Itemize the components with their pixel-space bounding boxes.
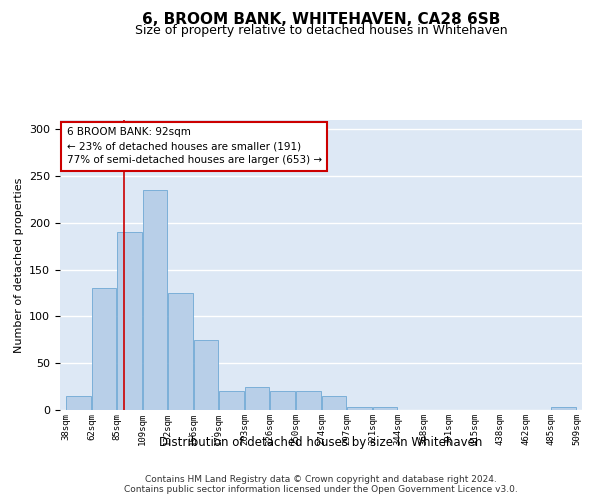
Text: Distribution of detached houses by size in Whitehaven: Distribution of detached houses by size … bbox=[160, 436, 482, 449]
Bar bbox=[219, 392, 244, 410]
Y-axis label: Number of detached properties: Number of detached properties bbox=[14, 178, 23, 352]
Bar bbox=[194, 340, 218, 410]
Bar bbox=[143, 190, 167, 410]
Bar bbox=[322, 396, 346, 410]
Bar bbox=[245, 386, 269, 410]
Bar bbox=[347, 407, 372, 410]
Bar bbox=[66, 396, 91, 410]
Bar bbox=[296, 392, 321, 410]
Bar bbox=[551, 407, 576, 410]
Bar bbox=[92, 288, 116, 410]
Text: Contains HM Land Registry data © Crown copyright and database right 2024.: Contains HM Land Registry data © Crown c… bbox=[145, 476, 497, 484]
Bar bbox=[168, 293, 193, 410]
Text: 6 BROOM BANK: 92sqm
← 23% of detached houses are smaller (191)
77% of semi-detac: 6 BROOM BANK: 92sqm ← 23% of detached ho… bbox=[67, 128, 322, 166]
Bar bbox=[270, 392, 295, 410]
Text: Contains public sector information licensed under the Open Government Licence v3: Contains public sector information licen… bbox=[124, 484, 518, 494]
Text: 6, BROOM BANK, WHITEHAVEN, CA28 6SB: 6, BROOM BANK, WHITEHAVEN, CA28 6SB bbox=[142, 12, 500, 28]
Bar bbox=[117, 232, 142, 410]
Text: Size of property relative to detached houses in Whitehaven: Size of property relative to detached ho… bbox=[134, 24, 508, 37]
Bar bbox=[373, 407, 397, 410]
